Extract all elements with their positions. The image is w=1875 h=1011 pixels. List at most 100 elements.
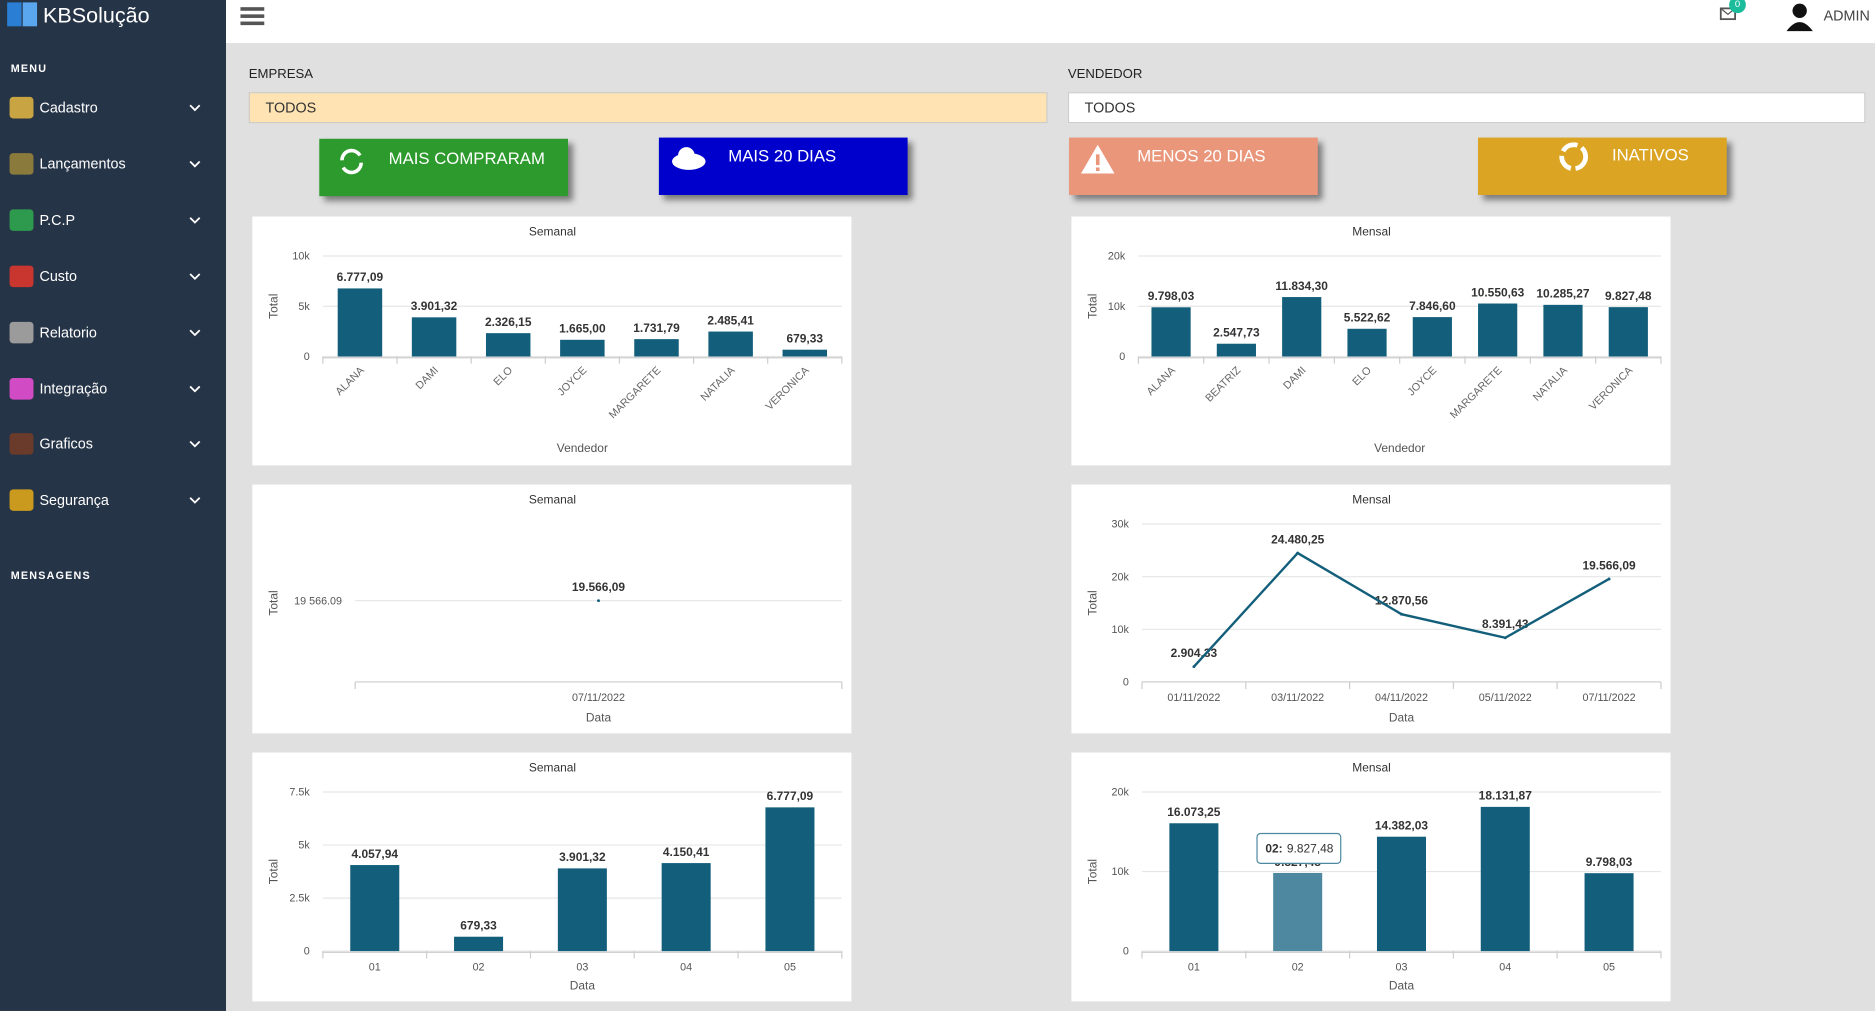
chart-panel: Mensal Total Data 0 10k 20k 01 16.073,25 02 9.827… <box>1071 752 1671 1002</box>
bar <box>661 863 711 952</box>
menu-item[interactable]: P.C.P <box>9 206 213 235</box>
data-label: 7.846,60 <box>1409 299 1456 313</box>
y-tick-label: 19 566.09 <box>294 595 342 607</box>
bar <box>1480 806 1530 952</box>
bar <box>560 339 605 357</box>
menu-label: P.C.P <box>39 211 76 229</box>
vendedor-select[interactable]: TODOS <box>1067 92 1866 124</box>
chart-panel: Semanal Total Data 0 2.5k 5k 7.5k 01 4.057,94 02 6… <box>252 752 852 1002</box>
x-axis-title: Data <box>570 978 596 992</box>
x-tick-label: NATALIA <box>699 364 739 404</box>
chart-title: Mensal <box>1352 493 1391 507</box>
data-label: 9.827,48 <box>1605 289 1652 303</box>
y-axis-title: Total <box>1086 859 1100 884</box>
data-label: 24.480,25 <box>1271 533 1325 547</box>
x-tick-label: ELO <box>491 365 515 389</box>
x-tick-label: 01 <box>369 961 381 973</box>
y-tick-label: 0 <box>1119 351 1125 363</box>
menu-item[interactable]: Segurança <box>9 486 213 515</box>
x-tick-label: 05 <box>1603 961 1615 973</box>
chart: Semanal Total Data 19 566.09 07/11/2022 19.56… <box>266 493 843 724</box>
x-axis-title: Vendedor <box>557 441 608 455</box>
chevron <box>189 216 201 224</box>
data-label: 6.777,09 <box>767 789 814 803</box>
bar <box>485 333 531 357</box>
button[interactable]: MAIS COMPRARAM <box>319 138 569 197</box>
data-label: 8.391,43 <box>1482 617 1529 631</box>
chevron <box>189 441 201 448</box>
menu-item[interactable]: Cadastro <box>9 93 213 122</box>
menu-item[interactable]: Integração <box>9 374 213 403</box>
x-tick-label: 05/11/2022 <box>1479 692 1532 704</box>
line <box>1193 551 1610 668</box>
button[interactable]: INATIVOS <box>1478 137 1727 196</box>
data-label: 14.382,03 <box>1375 819 1429 833</box>
x-tick-label: MARGARETE <box>1448 365 1505 422</box>
menu-item[interactable]: Custo <box>9 262 213 291</box>
button[interactable]: MENOS 20 DIAS <box>1069 137 1318 196</box>
chart: Semanal Total Vendedor 0 5k 10k ALANA 6.777,09 D… <box>266 225 843 455</box>
data-label: 11.834,30 <box>1275 279 1328 293</box>
menu-item[interactable]: Relatorio <box>9 318 213 347</box>
chevron <box>189 329 201 336</box>
bar <box>1151 307 1191 357</box>
x-tick-label: VERONICA <box>1587 364 1636 413</box>
menu-icon <box>9 377 34 399</box>
menu-label: Graficos <box>39 435 93 453</box>
bar <box>1412 317 1452 357</box>
bar <box>1282 297 1322 357</box>
chevron <box>189 497 201 505</box>
x-tick-label: DAMI <box>1281 365 1308 392</box>
chart-title: Semanal <box>529 225 576 239</box>
bar <box>1543 304 1583 357</box>
x-tick-label: MARGARETE <box>607 365 664 422</box>
x-tick-label: 01 <box>1188 961 1200 973</box>
button[interactable]: MAIS 20 DIAS <box>658 137 908 196</box>
topbar: 0 ADMIN <box>226 0 1875 44</box>
avatar[interactable] <box>1784 1 1815 32</box>
menu-item[interactable]: Graficos <box>9 430 213 459</box>
menu-toggle[interactable] <box>240 5 266 29</box>
chart: Mensal Total Data 0 10k 20k 30k 01/11/2022 2.904… <box>1086 493 1662 724</box>
data-label: 6.777,09 <box>337 270 384 284</box>
button-label: INATIVOS <box>1611 144 1689 164</box>
data-label: 4.150,41 <box>663 845 710 859</box>
point <box>597 599 600 603</box>
chart: Semanal Total Data 0 2.5k 5k 7.5k 01 4.057,94 02 6… <box>266 761 843 992</box>
chart: Mensal Total Data 0 10k 20k 01 16.073,25 02 9.827… <box>1086 761 1662 992</box>
bar <box>1273 872 1323 952</box>
user-name[interactable]: ADMIN <box>1823 7 1870 24</box>
y-tick-label: 20k <box>1108 251 1126 263</box>
logo <box>7 2 38 27</box>
select-value: TODOS <box>265 99 317 117</box>
data-label: 16.073,25 <box>1167 805 1221 819</box>
x-tick-label: DAMI <box>413 365 440 392</box>
y-axis-title: Total <box>266 590 280 615</box>
chevron <box>189 104 201 112</box>
x-tick-label: 03 <box>576 961 588 973</box>
y-tick-label: 30k <box>1111 519 1129 531</box>
chart-panel: Mensal Total Vendedor 0 10k 20k ALANA 9.798,03 B… <box>1071 216 1671 466</box>
x-tick-label: ALANA <box>333 364 367 398</box>
y-tick-label: 5k <box>298 301 310 313</box>
bar <box>1584 873 1634 952</box>
bar <box>454 936 504 952</box>
x-tick-label: 03/11/2022 <box>1271 692 1324 704</box>
y-tick-label: 10k <box>292 251 310 263</box>
tooltip-label: 02: <box>1265 842 1282 856</box>
bar <box>557 868 607 952</box>
chart-title: Mensal <box>1352 225 1391 239</box>
y-axis-title: Total <box>266 859 280 884</box>
chart: Mensal Total Vendedor 0 10k 20k ALANA 9.798,03 B… <box>1086 225 1662 455</box>
menu-icon <box>9 321 34 343</box>
menu-item[interactable]: Lançamentos <box>9 149 213 178</box>
empresa-select[interactable]: TODOS <box>248 92 1048 124</box>
x-tick-label: BEATRIZ <box>1203 364 1243 404</box>
x-tick-label: 01/11/2022 <box>1167 692 1220 704</box>
x-tick-label: 04 <box>1499 961 1511 973</box>
menu-icon <box>9 433 34 456</box>
icon <box>672 147 706 170</box>
bar <box>350 865 400 952</box>
y-tick-label: 5k <box>298 840 310 852</box>
